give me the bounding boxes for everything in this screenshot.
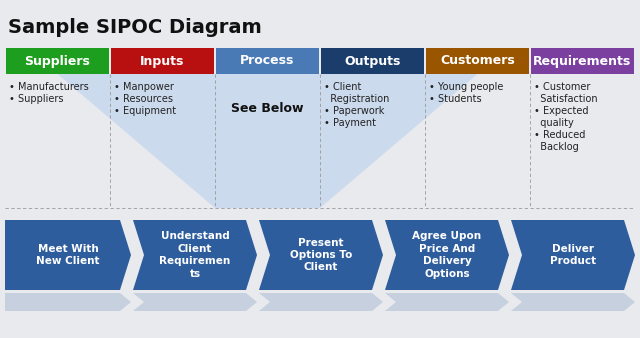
Polygon shape bbox=[259, 220, 383, 290]
Text: • Paperwork: • Paperwork bbox=[324, 106, 385, 116]
Text: quality: quality bbox=[534, 118, 573, 128]
Text: Agree Upon
Price And
Delivery
Options: Agree Upon Price And Delivery Options bbox=[412, 232, 481, 279]
Polygon shape bbox=[133, 220, 257, 290]
Polygon shape bbox=[133, 293, 257, 311]
Text: • Manpower: • Manpower bbox=[114, 82, 174, 92]
FancyBboxPatch shape bbox=[531, 48, 634, 74]
FancyBboxPatch shape bbox=[6, 48, 109, 74]
Polygon shape bbox=[5, 293, 131, 311]
Text: Process: Process bbox=[240, 54, 294, 68]
Polygon shape bbox=[511, 220, 635, 290]
Text: • Client: • Client bbox=[324, 82, 362, 92]
Text: Deliver
Product: Deliver Product bbox=[550, 244, 596, 266]
Polygon shape bbox=[5, 220, 131, 290]
Text: • Suppliers: • Suppliers bbox=[9, 94, 63, 104]
Text: • Manufacturers: • Manufacturers bbox=[9, 82, 89, 92]
Text: • Customer: • Customer bbox=[534, 82, 590, 92]
Text: • Reduced: • Reduced bbox=[534, 130, 586, 140]
Text: • Equipment: • Equipment bbox=[114, 106, 176, 116]
Text: Understand
Client
Requiremen
ts: Understand Client Requiremen ts bbox=[159, 232, 230, 279]
FancyBboxPatch shape bbox=[321, 48, 424, 74]
Polygon shape bbox=[259, 293, 383, 311]
Text: • Young people: • Young people bbox=[429, 82, 504, 92]
Text: Inputs: Inputs bbox=[140, 54, 185, 68]
FancyBboxPatch shape bbox=[111, 48, 214, 74]
Polygon shape bbox=[385, 220, 509, 290]
Text: Sample SIPOC Diagram: Sample SIPOC Diagram bbox=[8, 18, 262, 37]
Text: • Expected: • Expected bbox=[534, 106, 589, 116]
Text: Outputs: Outputs bbox=[344, 54, 401, 68]
Text: • Students: • Students bbox=[429, 94, 482, 104]
Text: • Payment: • Payment bbox=[324, 118, 376, 128]
Text: Present
Options To
Client: Present Options To Client bbox=[290, 238, 352, 272]
Text: Suppliers: Suppliers bbox=[24, 54, 90, 68]
Text: • Resources: • Resources bbox=[114, 94, 173, 104]
Text: See Below: See Below bbox=[231, 102, 304, 115]
Polygon shape bbox=[385, 293, 509, 311]
Text: Requirements: Requirements bbox=[533, 54, 632, 68]
FancyBboxPatch shape bbox=[426, 48, 529, 74]
Text: Meet With
New Client: Meet With New Client bbox=[36, 244, 100, 266]
Text: Customers: Customers bbox=[440, 54, 515, 68]
Polygon shape bbox=[58, 74, 477, 208]
Text: Backlog: Backlog bbox=[534, 142, 579, 152]
Polygon shape bbox=[511, 293, 635, 311]
Text: Registration: Registration bbox=[324, 94, 389, 104]
Text: Satisfaction: Satisfaction bbox=[534, 94, 598, 104]
FancyBboxPatch shape bbox=[216, 48, 319, 74]
